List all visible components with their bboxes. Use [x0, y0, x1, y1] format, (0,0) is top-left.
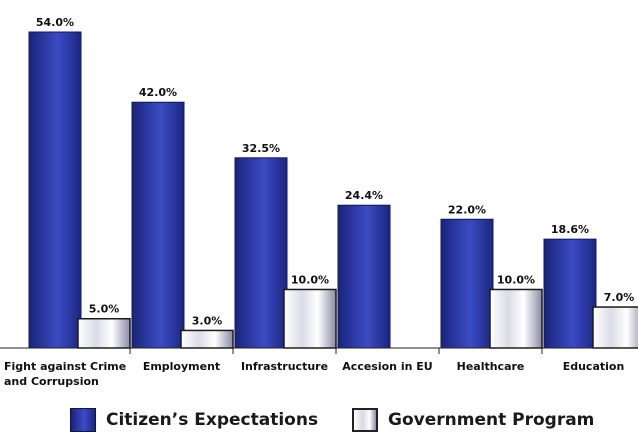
category-label-4: Healthcare — [457, 360, 525, 373]
x-axis-ticks — [129, 348, 543, 354]
legend: Citizen’s Expectations Government Progra… — [0, 408, 638, 440]
legend-item-government: Government Program — [352, 408, 594, 432]
data-label-government-1: 3.0% — [192, 314, 223, 327]
bars-group: 54.0% 5.0% 42.0% 3.0% 32.5% 10.0% 24.4% 22.0% 10… — [28, 16, 638, 349]
bar-citizen-0 — [28, 31, 82, 349]
category-label-3: Accesion in EU — [342, 360, 432, 373]
data-label-government-5: 7.0% — [604, 291, 635, 304]
data-label-citizen-4: 22.0% — [448, 203, 486, 216]
data-label-citizen-1: 42.0% — [139, 86, 177, 99]
bar-citizen-4 — [440, 218, 494, 349]
bar-chart: 54.0% 5.0% 42.0% 3.0% 32.5% 10.0% 24.4% 22.0% 10… — [0, 16, 638, 388]
data-label-government-4: 10.0% — [497, 273, 535, 286]
bar-citizen-3 — [337, 204, 391, 349]
legend-item-citizen: Citizen’s Expectations — [70, 408, 318, 432]
legend-swatch-citizen — [70, 408, 96, 432]
data-label-citizen-0: 54.0% — [36, 16, 74, 29]
bar-citizen-1 — [131, 101, 185, 349]
bar-citizen-2 — [234, 157, 288, 349]
bar-government-5 — [592, 306, 638, 349]
legend-label-government: Government Program — [388, 410, 595, 430]
legend-label-citizen: Citizen’s Expectations — [106, 410, 319, 430]
data-label-government-0: 5.0% — [89, 303, 120, 316]
data-label-citizen-3: 24.4% — [345, 189, 383, 202]
bar-government-1 — [180, 329, 234, 349]
data-label-citizen-2: 32.5% — [242, 142, 280, 155]
bar-government-4 — [489, 288, 543, 349]
category-label-2: Infrastructure — [241, 360, 328, 373]
category-label-0: Fight against Crime and Corrupsion — [4, 360, 126, 388]
category-label-1: Employment — [143, 360, 220, 373]
data-label-government-2: 10.0% — [291, 273, 329, 286]
data-label-citizen-5: 18.6% — [551, 223, 589, 236]
bar-government-2 — [283, 288, 337, 349]
bar-citizen-5 — [543, 238, 597, 349]
legend-swatch-government — [352, 408, 378, 432]
bar-government-0 — [77, 317, 131, 349]
x-axis-labels: Fight against Crime and Corrupsion Employm… — [4, 360, 624, 388]
category-label-5: Education — [563, 360, 625, 373]
